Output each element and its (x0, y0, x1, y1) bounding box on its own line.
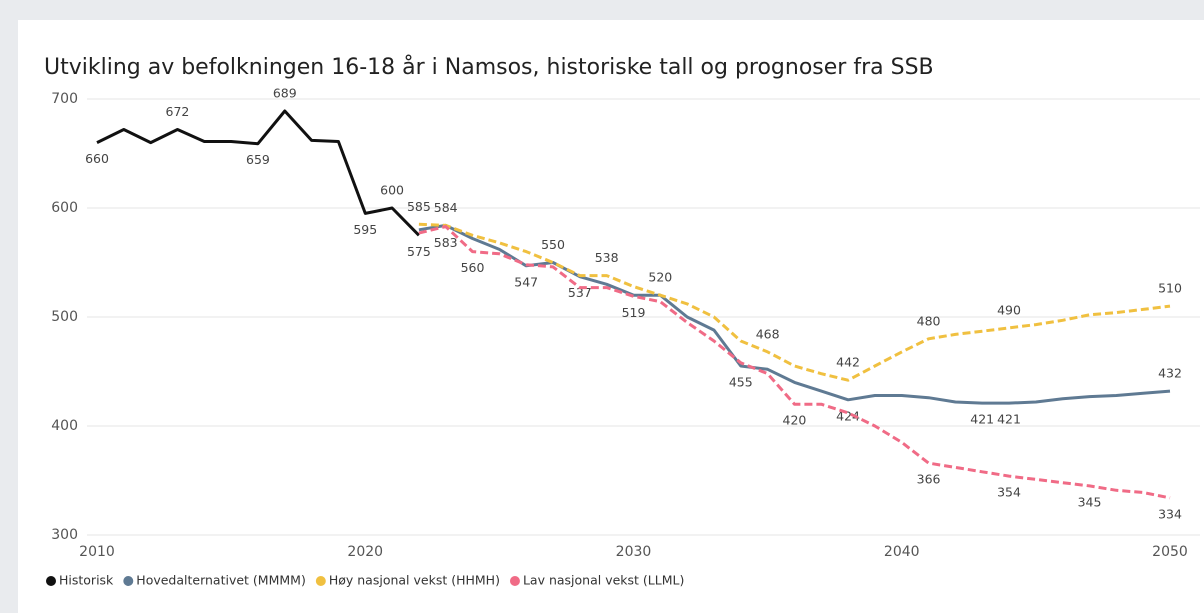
data-label: 432 (1158, 366, 1182, 381)
data-label: 575 (407, 244, 431, 259)
legend-marker (123, 576, 134, 586)
data-label: 421 (970, 412, 994, 427)
x-tick-label: 2010 (79, 544, 115, 560)
data-label: 550 (541, 237, 565, 252)
data-label: 584 (434, 200, 458, 215)
data-label: 334 (1158, 506, 1182, 521)
x-tick-label: 2040 (884, 544, 920, 560)
x-tick-label: 2020 (347, 544, 383, 560)
y-tick-label: 700 (51, 91, 78, 107)
data-label: 480 (917, 313, 941, 328)
data-label: 583 (434, 235, 458, 250)
legend-label: Historisk (59, 573, 114, 588)
data-label: 585 (407, 199, 431, 214)
y-tick-label: 400 (51, 418, 78, 434)
data-label: 421 (997, 412, 1021, 427)
series-line (418, 223, 1171, 405)
data-label: 468 (756, 326, 780, 341)
data-label: 672 (166, 104, 190, 119)
data-label: 547 (514, 274, 538, 289)
data-label: 659 (246, 152, 270, 167)
legend-label: Høy nasjonal vekst (HHMH) (329, 573, 500, 588)
data-label: 345 (1078, 494, 1102, 509)
data-label: 560 (461, 260, 485, 275)
x-tick-label: 2050 (1152, 544, 1188, 560)
data-label: 490 (997, 302, 1021, 317)
y-tick-label: 600 (51, 200, 78, 216)
series-line (418, 222, 1171, 382)
legend-marker (509, 576, 520, 586)
data-label: 354 (997, 485, 1021, 500)
legend-label: Hovedalternativet (MMMM) (136, 573, 306, 588)
data-label: 595 (353, 222, 377, 237)
series-line (418, 225, 1171, 500)
series-line (96, 109, 420, 237)
chart-title: Utvikling av befolkningen 16-18 år i Nam… (44, 54, 934, 80)
legend-marker (315, 576, 326, 586)
data-label: 600 (380, 183, 404, 198)
data-label: 510 (1158, 281, 1182, 296)
data-label: 660 (85, 151, 109, 166)
x-tick-label: 2030 (616, 544, 652, 560)
data-label: 442 (836, 355, 860, 370)
data-label: 519 (622, 305, 646, 320)
data-label: 366 (917, 472, 941, 487)
legend-marker (46, 576, 56, 586)
data-label: 689 (273, 85, 297, 100)
legend-label: Lav nasjonal vekst (LLML) (523, 573, 684, 588)
y-tick-label: 500 (51, 309, 78, 325)
y-tick-label: 300 (51, 527, 78, 543)
data-label: 420 (783, 413, 807, 428)
data-label: 538 (595, 250, 619, 265)
data-label: 455 (729, 375, 753, 390)
data-label: 520 (648, 270, 672, 285)
